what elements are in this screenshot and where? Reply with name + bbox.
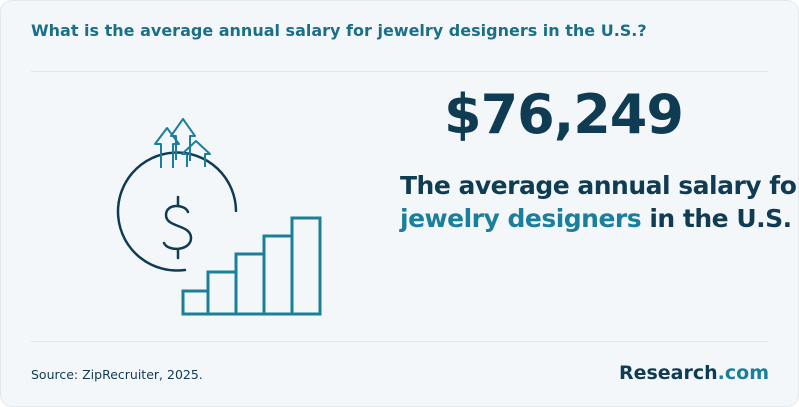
top-divider [31,71,768,72]
description-line-2: jewelry designers in the U.S. [400,202,798,235]
description-line-1: The average annual salary for [400,171,799,200]
occupation-highlight: jewelry designers [400,204,642,233]
salary-growth-icon [116,118,322,316]
logo-suffix-text: .com [717,362,769,384]
question-title: What is the average annual salary for je… [31,21,647,40]
salary-description: The average annual salary for jewelry de… [400,169,799,235]
salary-amount: $76,249 [444,83,684,146]
bottom-divider [31,341,768,342]
dollar-coin-icon [116,151,238,272]
research-com-logo: Research.com [619,362,769,384]
dollar-sign-icon [162,195,193,260]
up-arrows-icon [154,118,211,168]
description-line-2-rest: in the U.S. [641,204,792,233]
bar-chart-icon [181,216,322,316]
logo-main-text: Research [618,362,718,384]
source-note: Source: ZipRecruiter, 2025. [31,367,203,382]
